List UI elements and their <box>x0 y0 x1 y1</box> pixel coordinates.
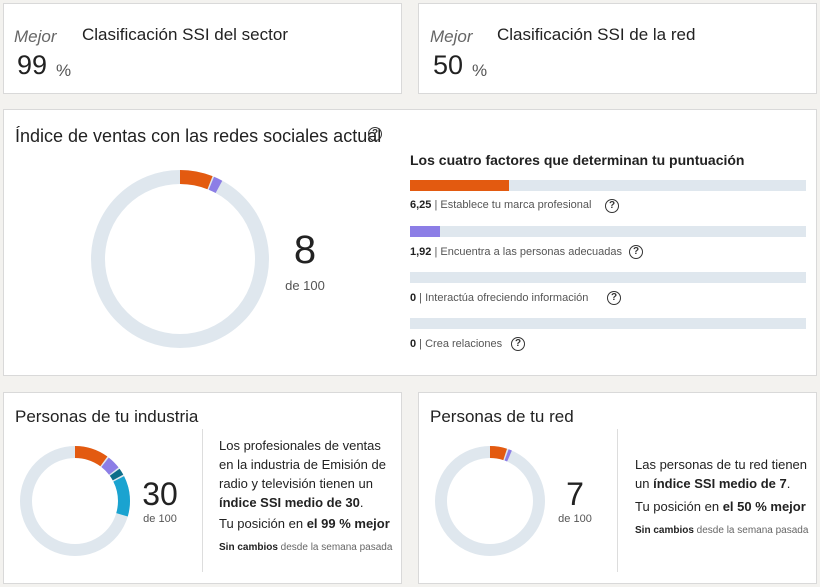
industry-change-rest: desde la semana pasada <box>277 542 393 553</box>
industry-change: Sin cambios desde la semana pasada <box>219 542 392 553</box>
factor-bar-brand-fill <box>410 180 509 191</box>
industry-desc-text: Los profesionales de ventas en la indust… <box>219 438 386 491</box>
donut-segment <box>91 170 269 348</box>
network-position: Tu posición en el 50 % mejor <box>635 499 806 514</box>
donut-segment <box>20 446 130 556</box>
industry-donut-segments <box>20 446 130 556</box>
network-desc-end: . <box>786 476 791 491</box>
factor-value: 6,25 <box>410 199 432 211</box>
factor-label-engage: 0 | Interactúa ofreciendo información <box>410 292 588 304</box>
network-rank-unit: % <box>472 61 488 80</box>
factor-name: Encuentra a las personas adecuadas <box>440 246 623 258</box>
network-description: Las personas de tu red tienen un índice … <box>635 455 813 493</box>
industry-donut <box>20 446 130 556</box>
factor-sep: | <box>431 199 441 211</box>
network-position-text: Tu posición en <box>635 499 723 514</box>
network-change: Sin cambios desde la semana pasada <box>635 525 808 536</box>
factor-label-people: 1,92 | Encuentra a las personas adecuada… <box>410 246 622 258</box>
factor-sep: | <box>431 246 441 258</box>
factor-bar-people-fill <box>410 226 441 237</box>
factor-sep: | <box>416 292 426 304</box>
sector-rank-prefix: Mejor <box>14 27 57 46</box>
industry-position: Tu posición en el 99 % mejor <box>219 516 390 531</box>
industry-position-bold: el 99 % mejor <box>306 516 390 531</box>
network-title: Personas de tu red <box>430 407 574 426</box>
industry-desc-bold: índice SSI medio de 30 <box>219 495 360 510</box>
factor-name: Interactúa ofreciendo información <box>425 292 589 304</box>
factor-bar-people <box>410 226 806 237</box>
sector-rank-value: 99 <box>17 50 48 80</box>
network-desc-bold: índice SSI medio de 7 <box>653 476 787 491</box>
ssi-score-of: de 100 <box>285 278 325 293</box>
network-position-bold: el 50 % mejor <box>722 499 806 514</box>
sector-rank-card: Mejor Clasificación SSI del sector 99 % <box>3 3 402 94</box>
ssi-score: 8 <box>293 228 317 272</box>
ssi-title: Índice de ventas con las redes sociales … <box>15 126 382 146</box>
network-donut-segments <box>435 446 545 556</box>
factor-label-relationships: 0 | Crea relaciones <box>410 338 502 350</box>
donut-segment <box>435 446 545 556</box>
help-icon[interactable]: ? <box>368 127 382 141</box>
ssi-card: Índice de ventas con las redes sociales … <box>3 109 817 376</box>
network-donut <box>435 446 545 556</box>
network-change-rest: desde la semana pasada <box>693 525 809 536</box>
industry-title: Personas de tu industria <box>15 407 199 426</box>
industry-score-of: de 100 <box>143 513 177 525</box>
factor-value: 0 <box>410 338 417 350</box>
factor-name: Crea relaciones <box>425 338 503 350</box>
network-divider <box>617 429 618 572</box>
network-rank-title: Clasificación SSI de la red <box>497 25 696 44</box>
industry-description: Los profesionales de ventas en la indust… <box>219 436 395 512</box>
network-score: 7 <box>566 476 584 512</box>
network-rank-card: Mejor Clasificación SSI de la red 50 % <box>418 3 817 94</box>
factor-bar-brand <box>410 180 806 191</box>
network-score-of: de 100 <box>558 513 592 525</box>
factor-bar-relationships <box>410 318 806 329</box>
help-icon[interactable]: ? <box>607 291 621 305</box>
network-desc-text: Las personas de tu red tienen un <box>635 457 808 491</box>
ssi-donut-segments <box>91 170 269 348</box>
sector-rank-unit: % <box>56 61 72 80</box>
industry-change-bold: Sin cambios <box>219 542 278 553</box>
factors-title: Los cuatro factores que determinan tu pu… <box>410 152 745 168</box>
factor-name: Establece tu marca profesional <box>440 199 592 211</box>
network-change-bold: Sin cambios <box>635 525 694 536</box>
factor-sep: | <box>416 338 426 350</box>
help-icon[interactable]: ? <box>629 245 643 259</box>
industry-position-text: Tu posición en <box>219 516 307 531</box>
donut-track <box>435 446 545 556</box>
help-icon[interactable]: ? <box>511 337 525 351</box>
factor-value: 0 <box>410 292 417 304</box>
industry-card: Personas de tu industria 30 de 100 Los p… <box>3 392 402 584</box>
network-card: Personas de tu red 7 de 100 Las personas… <box>418 392 817 584</box>
network-rank-prefix: Mejor <box>430 27 473 46</box>
ssi-donut <box>91 170 269 348</box>
donut-track <box>91 170 269 348</box>
network-rank-value: 50 <box>433 50 464 80</box>
factor-bar-engage <box>410 272 806 283</box>
sector-rank-title: Clasificación SSI del sector <box>82 25 288 44</box>
industry-desc-end: . <box>359 495 364 510</box>
donut-segment <box>20 446 130 556</box>
help-icon[interactable]: ? <box>605 199 619 213</box>
industry-divider <box>202 429 203 572</box>
industry-score: 30 <box>142 476 178 512</box>
factor-value: 1,92 <box>410 246 432 258</box>
factor-label-brand: 6,25 | Establece tu marca profesional <box>410 199 591 211</box>
